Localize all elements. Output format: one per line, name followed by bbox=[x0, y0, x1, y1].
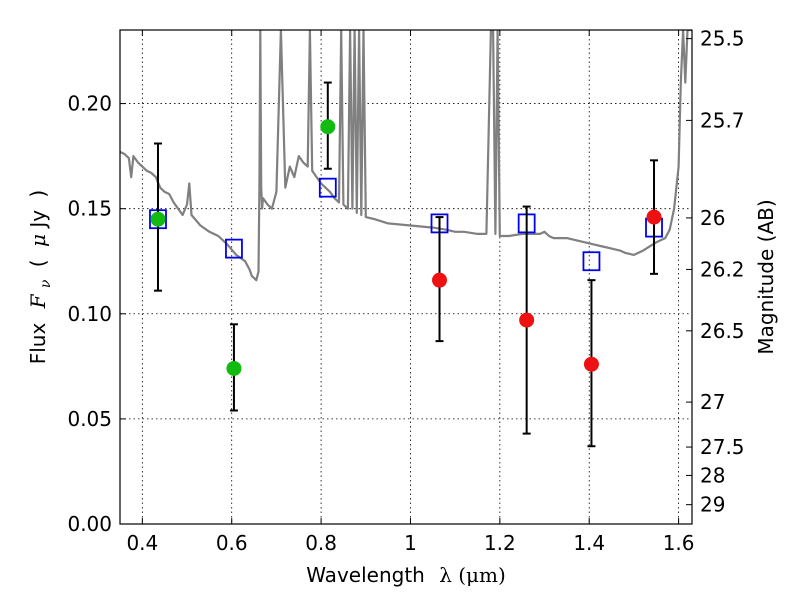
axes: 0.4 0.6 0.8 1 1.2 1.4 1.6 0.00 0.05 0.10 0.15 0.20 2… bbox=[67, 27, 744, 555]
model-square bbox=[225, 238, 243, 259]
y2-tick-label: 28 bbox=[700, 463, 725, 487]
x-tick-label: 1 bbox=[404, 531, 417, 555]
data-point bbox=[583, 356, 599, 372]
x-tick-label: 1.2 bbox=[484, 531, 516, 555]
y-axis-label-unit: Jy bbox=[26, 210, 50, 230]
y-axis-label-text: Flux bbox=[26, 323, 50, 365]
data-point bbox=[646, 209, 662, 225]
y-axis-label: Flux F ν ( μ Jy ) bbox=[26, 190, 55, 365]
x-tick-label: 0.8 bbox=[305, 531, 337, 555]
y-tick-label: 0.05 bbox=[67, 407, 112, 431]
plot-area bbox=[120, 30, 692, 448]
spectrum-line bbox=[120, 30, 692, 282]
y2-axis-label: Magnitude (AB) bbox=[754, 199, 778, 354]
y2-tick-label: 25.5 bbox=[700, 27, 745, 51]
y-axis-label-paren-open: ( bbox=[26, 259, 50, 267]
y-tick-label: 0.10 bbox=[67, 302, 112, 326]
x-axis-label: Wavelength λ (μm) bbox=[306, 563, 506, 587]
y2-tick-label: 27.5 bbox=[700, 435, 745, 459]
y-axis-label-flux-subscript: ν bbox=[38, 279, 54, 288]
y-tick-label: 0.20 bbox=[67, 92, 112, 116]
y2-tick-label: 26.2 bbox=[700, 257, 745, 281]
y-axis-label-unit-mu: μ bbox=[26, 234, 50, 247]
y2-tick-label: 27 bbox=[700, 390, 725, 414]
y-tick-label: 0.15 bbox=[67, 197, 112, 221]
data-point bbox=[432, 272, 448, 288]
data-point bbox=[226, 360, 242, 376]
x-tick-label: 0.4 bbox=[126, 531, 158, 555]
model-square bbox=[582, 251, 601, 272]
x-tick-label: 1.4 bbox=[573, 531, 605, 555]
x-axis-label-text: Wavelength bbox=[306, 563, 425, 587]
y2-tick-label: 25.7 bbox=[700, 108, 745, 132]
data-point bbox=[150, 211, 166, 227]
y-axis-label-paren-close: ) bbox=[26, 190, 50, 198]
plot-frame bbox=[119, 29, 693, 525]
grid bbox=[120, 30, 692, 525]
y2-tick-label: 29 bbox=[700, 493, 725, 517]
data-point bbox=[320, 119, 336, 135]
y2-tick-label: 26 bbox=[700, 206, 725, 230]
y-axis-label-flux-symbol: F bbox=[26, 293, 50, 309]
y2-tick-label: 26.5 bbox=[700, 319, 745, 343]
x-tick-label: 0.6 bbox=[216, 531, 248, 555]
x-tick-label: 1.6 bbox=[663, 531, 695, 555]
x-axis-label-math: λ (μm) bbox=[439, 563, 506, 587]
data-point bbox=[519, 312, 535, 328]
model-square bbox=[318, 177, 337, 198]
y-tick-label: 0.00 bbox=[67, 512, 112, 536]
